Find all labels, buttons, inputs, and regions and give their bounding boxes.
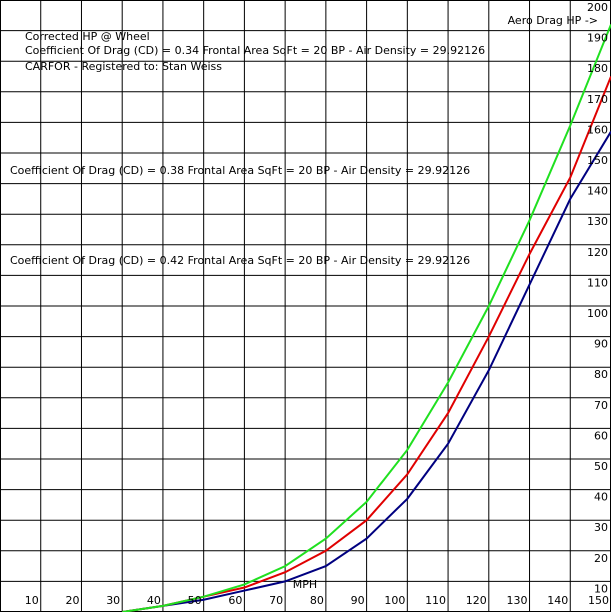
x-tick-label: 60 bbox=[228, 594, 242, 607]
x-tick-label: 70 bbox=[269, 594, 283, 607]
y-tick-label: 170 bbox=[587, 93, 608, 106]
y-tick-label: 60 bbox=[594, 429, 608, 442]
y-tick-label: 80 bbox=[594, 368, 608, 381]
series-label: Coefficient Of Drag (CD) = 0.34 Frontal … bbox=[25, 44, 485, 57]
series-line bbox=[122, 131, 611, 612]
y-tick-label: 20 bbox=[594, 552, 608, 565]
y-tick-label: 150 bbox=[587, 154, 608, 167]
y-tick-label: 130 bbox=[587, 215, 608, 228]
y-axis-label: Aero Drag HP -> bbox=[508, 14, 598, 27]
y-tick-label: 10 bbox=[594, 582, 608, 595]
y-tick-label: 50 bbox=[594, 460, 608, 473]
y-tick-label: 110 bbox=[587, 276, 608, 289]
x-tick-label: 20 bbox=[65, 594, 79, 607]
x-tick-label: 40 bbox=[147, 594, 161, 607]
x-tick-label: 140 bbox=[547, 594, 568, 607]
x-tick-label: 120 bbox=[466, 594, 487, 607]
x-tick-label: 130 bbox=[507, 594, 528, 607]
y-tick-label: 90 bbox=[594, 338, 608, 351]
series-line bbox=[122, 24, 611, 612]
x-tick-label: 30 bbox=[106, 594, 120, 607]
x-tick-label: 150 bbox=[588, 594, 609, 607]
x-tick-label: 110 bbox=[425, 594, 446, 607]
series-label: Coefficient Of Drag (CD) = 0.38 Frontal … bbox=[10, 164, 470, 177]
y-tick-label: 30 bbox=[594, 521, 608, 534]
x-axis-label: MPH bbox=[293, 578, 317, 591]
y-tick-label: 70 bbox=[594, 399, 608, 412]
x-tick-label: 100 bbox=[384, 594, 405, 607]
y-tick-label: 140 bbox=[587, 185, 608, 198]
y-tick-label: 180 bbox=[587, 62, 608, 75]
y-tick-label: 40 bbox=[594, 491, 608, 504]
x-tick-label: 90 bbox=[351, 594, 365, 607]
chart-title: Corrected HP @ Wheel bbox=[25, 30, 150, 43]
y-tick-label: 120 bbox=[587, 246, 608, 259]
y-tick-label: 200 bbox=[587, 1, 608, 14]
y-tick-label: 100 bbox=[587, 307, 608, 320]
y-tick-label: 190 bbox=[587, 32, 608, 45]
series-label: Coefficient Of Drag (CD) = 0.42 Frontal … bbox=[10, 254, 470, 267]
x-tick-label: 50 bbox=[188, 594, 202, 607]
x-tick-label: 10 bbox=[25, 594, 39, 607]
x-tick-label: 80 bbox=[310, 594, 324, 607]
y-tick-label: 160 bbox=[587, 123, 608, 136]
chart-subtitle: CARFOR - Registered to: Stan Weiss bbox=[25, 60, 222, 73]
